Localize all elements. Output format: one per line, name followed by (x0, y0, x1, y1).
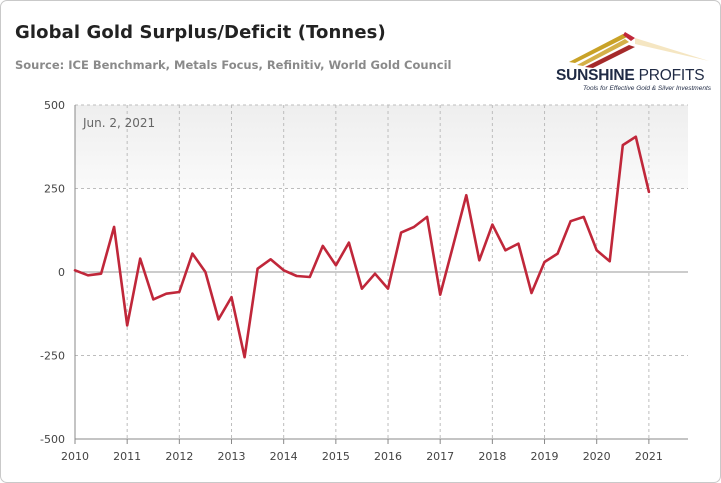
logo-tagline: Tools for Effective Gold & Silver Invest… (583, 85, 712, 92)
x-tick-label: 2021 (635, 450, 663, 463)
series-line (73, 135, 651, 359)
x-tick-label: 2017 (426, 450, 454, 463)
y-tick-label: -250 (40, 350, 65, 363)
y-tick-label: 500 (44, 99, 65, 112)
y-tick-label: 250 (44, 183, 65, 196)
y-tick-label: -500 (40, 433, 65, 446)
x-tick-label: 2020 (583, 450, 611, 463)
logo-name-light: PROFITS (634, 67, 705, 84)
x-tick-label: 2018 (478, 450, 506, 463)
x-tick-label: 2011 (113, 450, 141, 463)
x-tick-label: 2015 (322, 450, 350, 463)
x-tick-label: 2019 (531, 450, 559, 463)
logo-name-bold: SUNSHINE (556, 67, 635, 84)
sunshine-profits-logo-icon (569, 32, 709, 68)
logo-name: SUNSHINE PROFITS (556, 67, 705, 85)
chart-title: Global Gold Surplus/Deficit (Tonnes) (15, 22, 386, 43)
chart-source: Source: ICE Benchmark, Metals Focus, Ref… (15, 58, 452, 72)
plot-band (75, 105, 688, 189)
y-tick-label: 0 (58, 266, 65, 279)
x-tick-label: 2014 (270, 450, 298, 463)
x-tick-label: 2013 (218, 450, 246, 463)
x-tick-label: 2012 (165, 450, 193, 463)
x-tick-label: 2016 (374, 450, 402, 463)
date-annotation: Jun. 2, 2021 (82, 116, 155, 130)
x-tick-label: 2010 (61, 450, 89, 463)
